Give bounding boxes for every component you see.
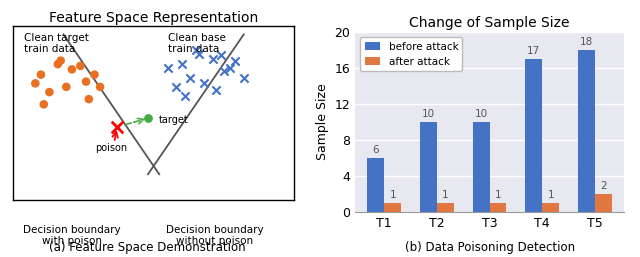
Point bbox=[230, 59, 241, 63]
Bar bbox=[595, 194, 612, 212]
Point bbox=[112, 125, 122, 129]
Point bbox=[84, 97, 94, 101]
Text: 1: 1 bbox=[442, 190, 449, 200]
Point bbox=[30, 81, 40, 85]
Point bbox=[179, 94, 189, 98]
Point bbox=[163, 66, 173, 70]
Point bbox=[216, 53, 227, 58]
Bar bbox=[490, 203, 506, 212]
Point bbox=[52, 62, 63, 66]
Title: Feature Space Representation: Feature Space Representation bbox=[49, 11, 258, 24]
Point bbox=[211, 88, 221, 93]
Bar bbox=[437, 203, 454, 212]
Text: target: target bbox=[159, 115, 189, 125]
Point bbox=[239, 76, 249, 80]
Point bbox=[38, 102, 49, 106]
Point bbox=[76, 64, 86, 68]
Point bbox=[191, 48, 201, 52]
Point bbox=[185, 76, 195, 80]
Text: 1: 1 bbox=[389, 190, 396, 200]
Text: (a) Feature Space Demonstration: (a) Feature Space Demonstration bbox=[49, 241, 246, 254]
Point bbox=[177, 62, 187, 66]
Text: Clean base
train data: Clean base train data bbox=[168, 33, 225, 54]
Bar bbox=[367, 158, 384, 212]
Point bbox=[81, 80, 91, 84]
Text: 1: 1 bbox=[547, 190, 554, 200]
Point bbox=[67, 67, 77, 71]
Text: 2: 2 bbox=[600, 181, 607, 191]
Y-axis label: Sample Size: Sample Size bbox=[316, 84, 329, 160]
Legend: before attack, after attack: before attack, after attack bbox=[360, 37, 463, 71]
Point bbox=[44, 90, 54, 94]
Text: Clean target
train data: Clean target train data bbox=[24, 33, 89, 54]
Point bbox=[56, 59, 66, 63]
Text: 18: 18 bbox=[580, 38, 593, 47]
Text: Decision boundary
with poison: Decision boundary with poison bbox=[23, 225, 120, 246]
Title: Change of Sample Size: Change of Sample Size bbox=[410, 16, 570, 30]
Point bbox=[171, 85, 181, 89]
Bar bbox=[420, 122, 437, 212]
Text: Decision boundary
without poison: Decision boundary without poison bbox=[166, 225, 263, 246]
Text: 6: 6 bbox=[372, 145, 379, 155]
Point bbox=[143, 116, 153, 120]
Text: 17: 17 bbox=[527, 47, 540, 56]
Bar bbox=[473, 122, 490, 212]
Text: (b) Data Poisoning Detection: (b) Data Poisoning Detection bbox=[404, 241, 575, 254]
Point bbox=[207, 57, 218, 61]
Point bbox=[219, 69, 229, 73]
Point bbox=[95, 85, 105, 89]
Text: 10: 10 bbox=[475, 109, 488, 119]
Bar bbox=[384, 203, 401, 212]
Text: 10: 10 bbox=[422, 109, 435, 119]
Point bbox=[90, 72, 100, 77]
Bar bbox=[525, 59, 542, 212]
Point bbox=[199, 81, 209, 85]
Text: 1: 1 bbox=[495, 190, 501, 200]
Point bbox=[225, 66, 235, 70]
Point bbox=[61, 85, 72, 89]
Text: poison: poison bbox=[95, 143, 127, 153]
Bar bbox=[542, 203, 559, 212]
Point bbox=[193, 52, 204, 56]
Bar bbox=[578, 50, 595, 212]
Point bbox=[36, 72, 46, 77]
